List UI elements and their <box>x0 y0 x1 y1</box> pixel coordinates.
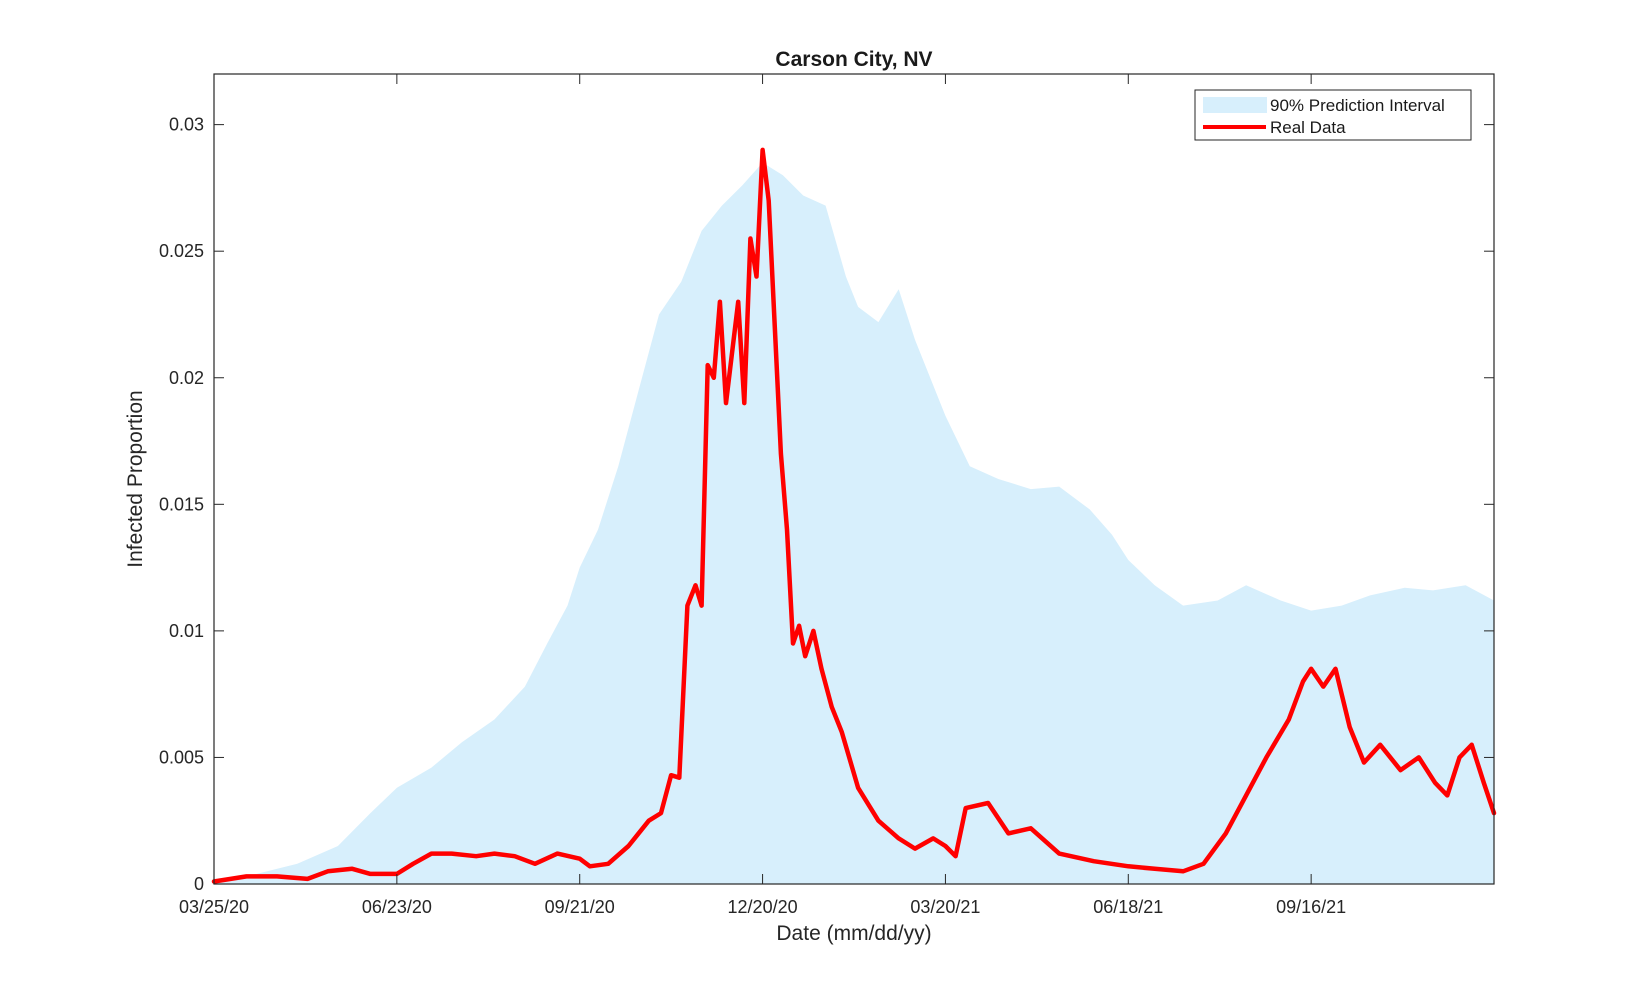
legend: 90% Prediction Interval Real Data <box>1194 89 1472 141</box>
x-axis: 03/25/20 06/23/20 09/21/20 12/20/20 03/20/21… <box>179 74 1346 917</box>
legend-label-real-data: Real Data <box>1270 118 1346 137</box>
y-tick-label: 0.03 <box>169 115 204 135</box>
prediction-interval-band <box>214 162 1494 885</box>
x-tick-label: 09/21/20 <box>545 897 615 917</box>
x-tick-label: 03/20/21 <box>910 897 980 917</box>
x-axis-title: Date (mm/dd/yy) <box>776 922 931 945</box>
x-tick-label: 12/20/20 <box>728 897 798 917</box>
y-tick-label: 0.005 <box>159 747 204 767</box>
y-tick-label: 0.01 <box>169 621 204 641</box>
y-axis: 0 0.005 0.01 0.015 0.02 0.025 0.03 <box>159 115 1494 894</box>
x-tick-label: 03/25/20 <box>179 897 249 917</box>
prediction-interval-layer <box>214 162 1494 885</box>
y-tick-label: 0.025 <box>159 241 204 261</box>
x-tick-label: 06/18/21 <box>1093 897 1163 917</box>
y-tick-label: 0.02 <box>169 368 204 388</box>
x-tick-label: 09/16/21 <box>1276 897 1346 917</box>
chart-title: Carson City, NV <box>775 48 932 71</box>
y-axis-title: Infected Proportion <box>124 390 147 567</box>
x-tick-label: 06/23/20 <box>362 897 432 917</box>
y-tick-label: 0 <box>194 874 204 894</box>
legend-swatch-prediction-interval <box>1203 97 1267 113</box>
real-data-layer <box>211 147 1497 884</box>
legend-label-prediction-interval: 90% Prediction Interval <box>1270 96 1445 115</box>
real-data-line <box>211 147 1497 884</box>
axes-box <box>213 73 1495 885</box>
y-tick-label: 0.015 <box>159 494 204 514</box>
